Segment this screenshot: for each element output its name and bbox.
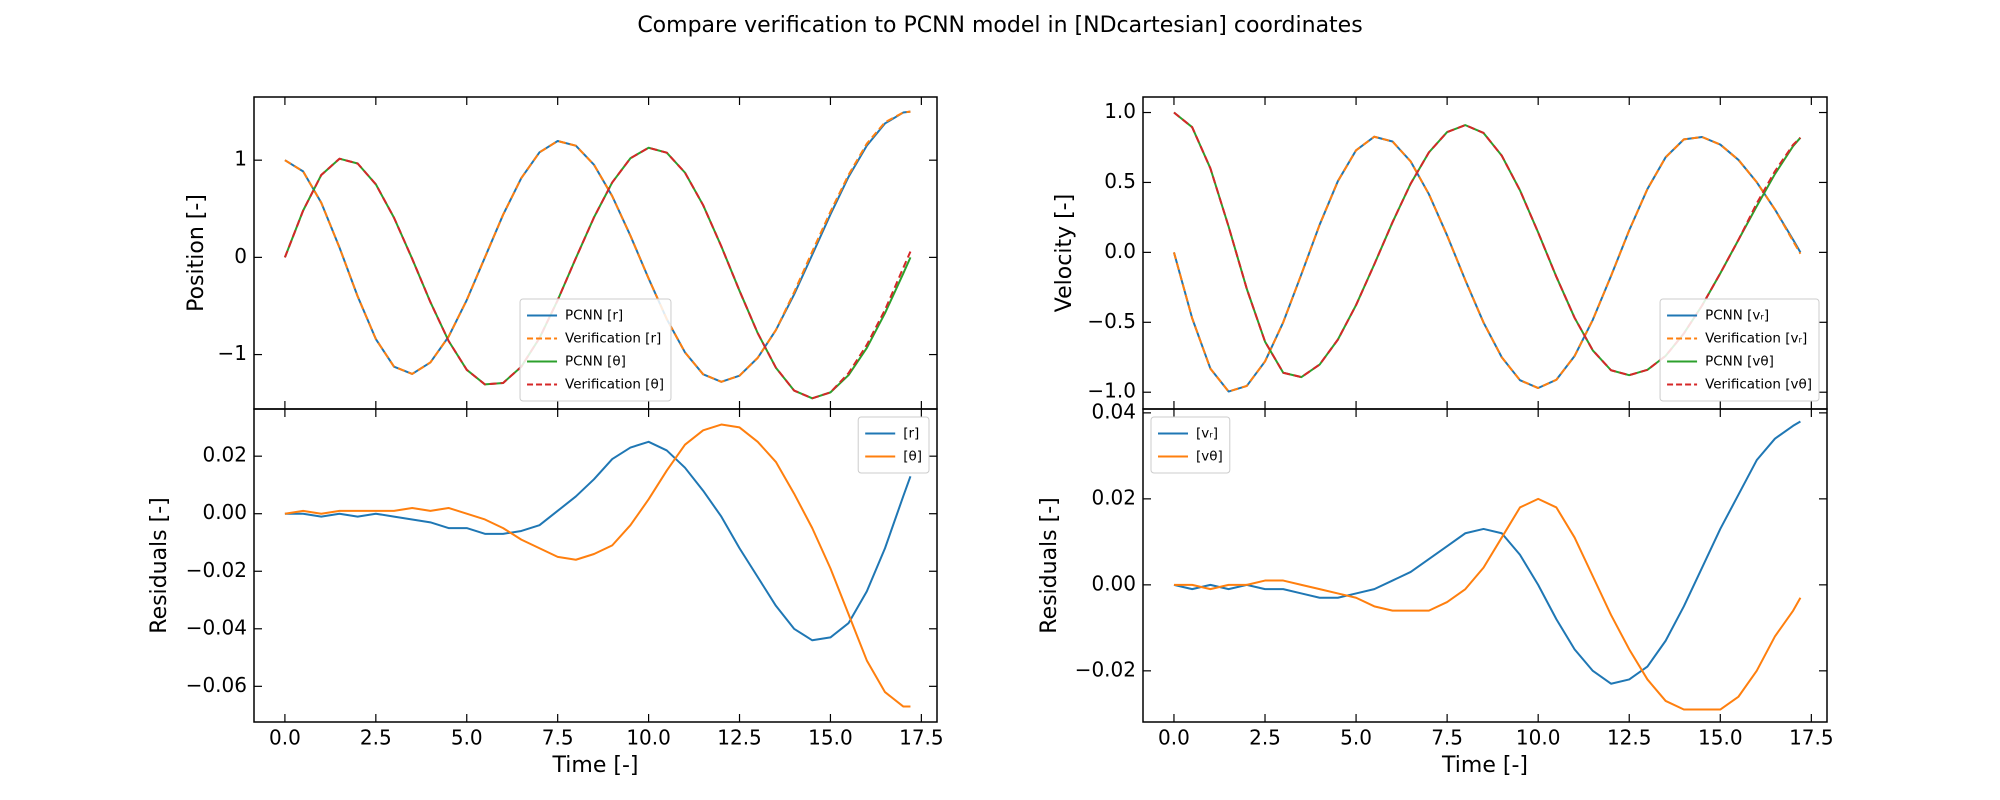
y-tick-label: 0 <box>234 244 247 268</box>
y-tick-label: −0.5 <box>1087 309 1136 333</box>
y-tick-label: 1 <box>234 147 247 171</box>
legend-label: Verification [vᵣ] <box>1705 331 1807 347</box>
axes-frame <box>253 408 938 723</box>
y-tick-label: 0.04 <box>1091 399 1136 423</box>
x-tick-label: 15.0 <box>1698 726 1743 750</box>
x-tick-label: 0.0 <box>269 726 301 750</box>
legend-box <box>1659 298 1820 402</box>
data-line <box>1173 111 1802 379</box>
data-line <box>283 146 912 400</box>
x-tick-label: 17.5 <box>899 726 944 750</box>
data-line <box>284 110 911 383</box>
x-tick-label: 2.5 <box>1249 726 1281 750</box>
legend: [vᵣ] [vθ] <box>1150 416 1231 474</box>
y-tick-label: 0.02 <box>1091 485 1136 509</box>
legend-label: PCNN [vθ] <box>1705 354 1774 370</box>
y-axis-label: Position [-] <box>184 194 209 312</box>
x-tick-label: 10.0 <box>1516 726 1561 750</box>
legend: [r] [θ] <box>857 416 930 474</box>
y-tick-label: −1.0 <box>1087 379 1136 403</box>
y-tick-label: 0.00 <box>202 500 247 524</box>
y-tick-label: 0.00 <box>1091 571 1136 595</box>
data-line <box>284 440 912 642</box>
legend-box <box>1150 416 1231 474</box>
axes-frame <box>1142 408 1828 723</box>
x-axis-label: Time [-] <box>552 753 639 778</box>
data-line <box>1173 420 1801 685</box>
x-tick-label: 7.5 <box>542 726 574 750</box>
legend-label: Verification [vθ] <box>1705 377 1812 393</box>
x-tick-label: 7.5 <box>1431 726 1463 750</box>
legend-label: [vᵣ] <box>1196 426 1218 442</box>
y-tick-label: −0.02 <box>1075 657 1136 681</box>
legend-label: PCNN [θ] <box>565 354 626 370</box>
figure-title: Compare verification to PCNN model in [N… <box>637 13 1362 38</box>
legend: PCNN [r] Verification [r] PCNN [θ] Verifica… <box>519 298 672 402</box>
legend: PCNN [vᵣ] Verification [vᵣ] PCNN [vθ] Verif… <box>1659 298 1820 402</box>
y-tick-label: −0.06 <box>186 673 247 697</box>
y-tick-label: 0.0 <box>1104 239 1136 263</box>
x-tick-label: 5.0 <box>451 726 483 750</box>
legend-box <box>857 416 930 474</box>
data-line <box>1173 497 1802 711</box>
x-tick-label: 12.5 <box>1607 726 1652 750</box>
x-axis-label: Time [-] <box>1441 753 1528 778</box>
y-tick-label: 0.5 <box>1104 169 1136 193</box>
x-tick-label: 10.0 <box>626 726 671 750</box>
x-tick-label: 0.0 <box>1158 726 1190 750</box>
data-line <box>284 423 911 708</box>
x-tick-label: 15.0 <box>808 726 853 750</box>
y-axis-label: Velocity [-] <box>1052 194 1077 312</box>
y-tick-label: 1.0 <box>1104 99 1136 123</box>
legend-label: [θ] <box>903 449 922 465</box>
legend-label: [vθ] <box>1196 449 1223 465</box>
x-tick-label: 12.5 <box>717 726 762 750</box>
y-axis-label: Residuals [-] <box>147 497 172 633</box>
x-tick-label: 5.0 <box>1340 726 1372 750</box>
legend-label: PCNN [vᵣ] <box>1705 308 1769 324</box>
y-axis-label: Residuals [-] <box>1037 497 1062 633</box>
legend-label: [r] <box>903 426 919 442</box>
legend-label: Verification [θ] <box>565 377 664 393</box>
legend-label: Verification [r] <box>565 331 661 347</box>
y-tick-label: −0.04 <box>186 615 247 639</box>
x-tick-label: 2.5 <box>360 726 392 750</box>
y-tick-label: −1 <box>218 341 247 365</box>
x-tick-label: 17.5 <box>1789 726 1834 750</box>
legend-box <box>519 298 672 402</box>
y-tick-label: 0.02 <box>202 443 247 467</box>
data-line <box>1172 135 1802 393</box>
y-tick-label: −0.02 <box>186 558 247 582</box>
legend-label: PCNN [r] <box>565 308 623 324</box>
